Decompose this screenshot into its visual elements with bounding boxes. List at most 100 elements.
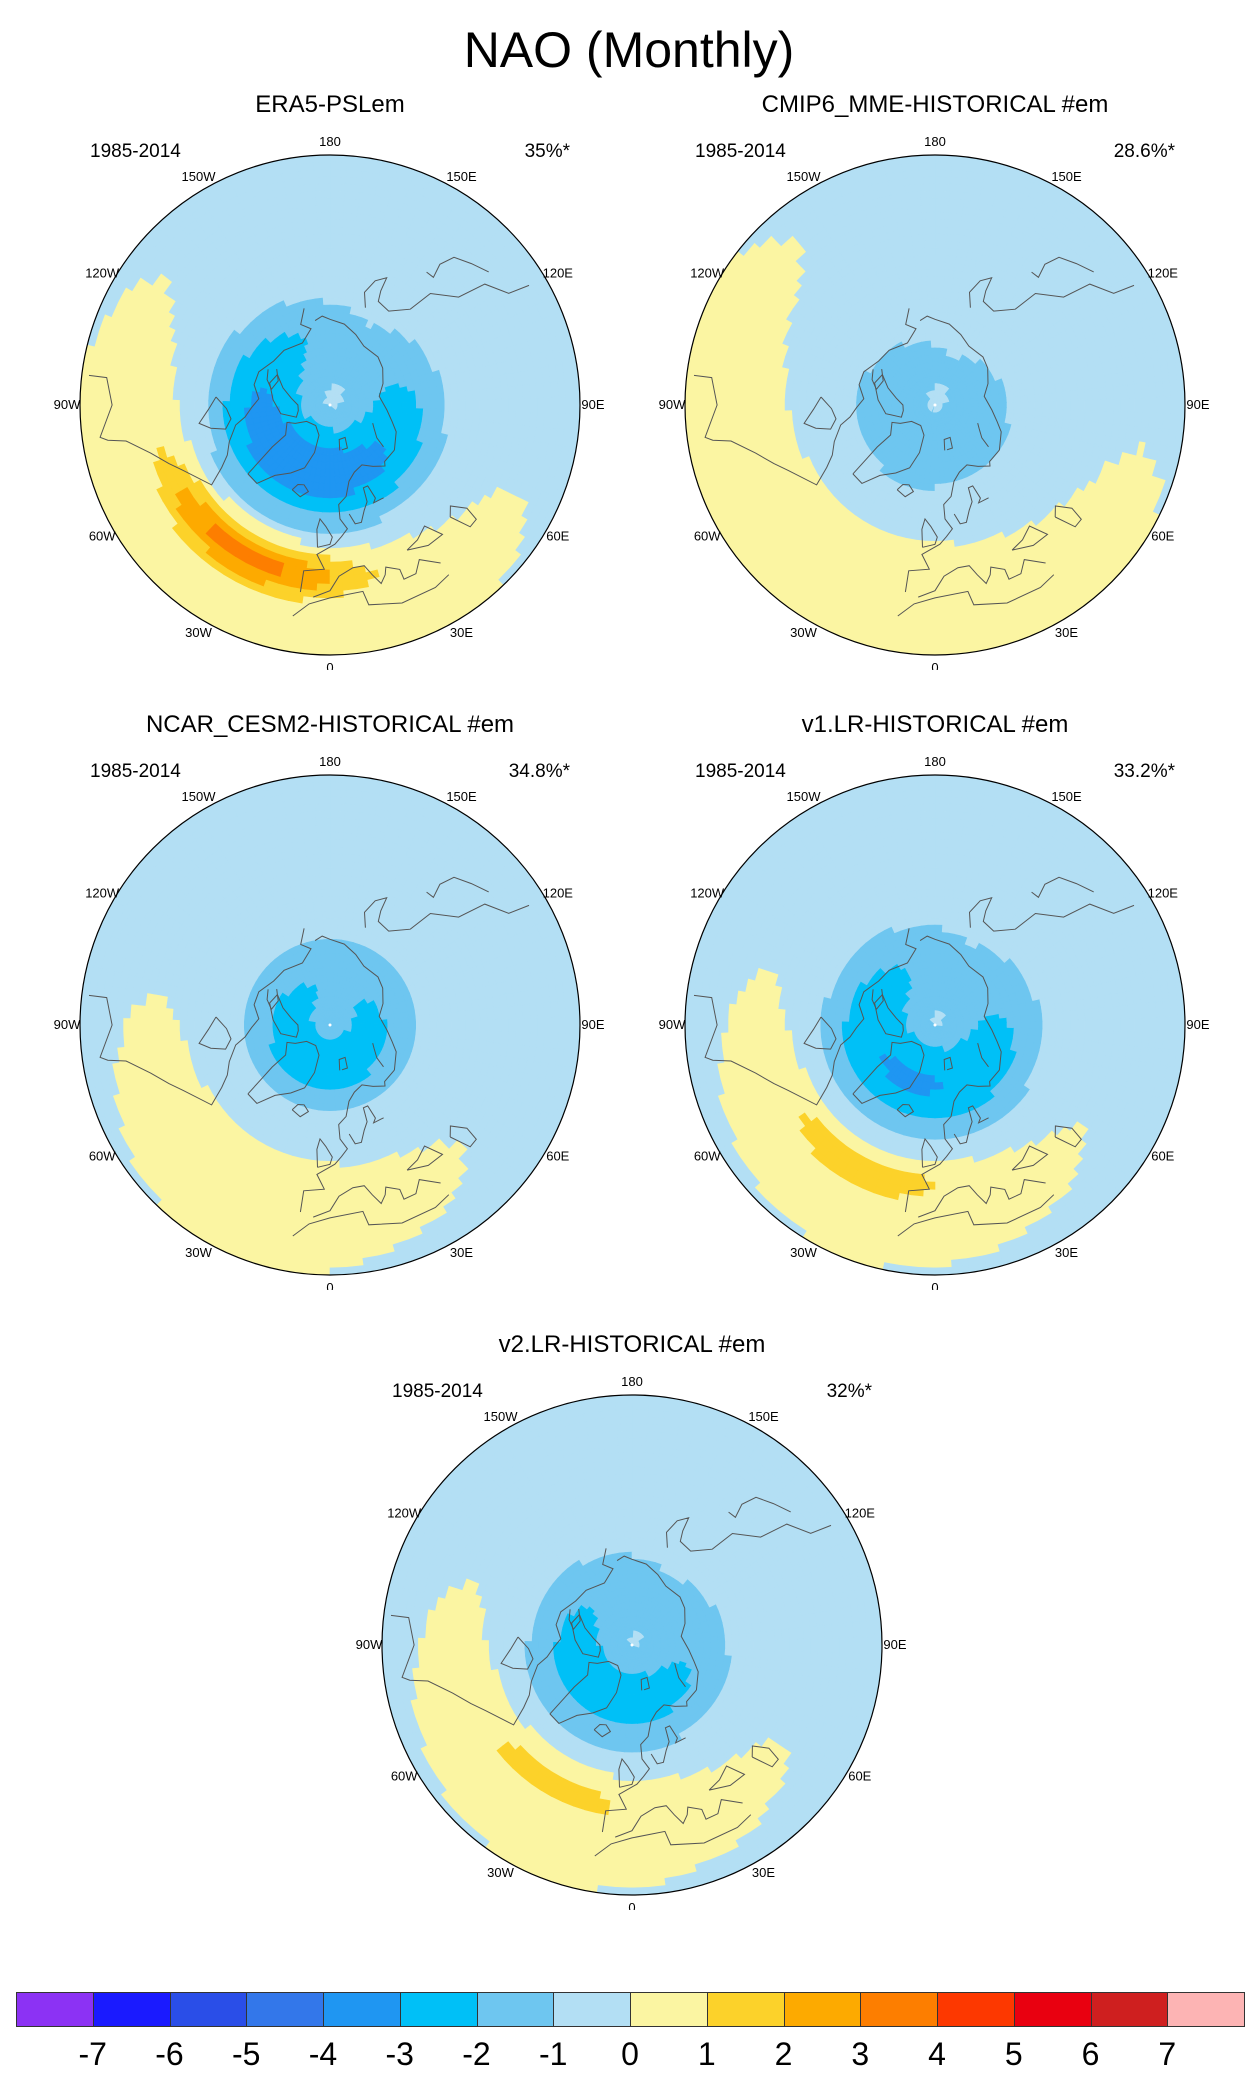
field-cell: [565, 396, 574, 414]
field-cell: [924, 468, 931, 477]
field-cell: [324, 333, 331, 342]
field-cell: [334, 326, 342, 335]
field-cell: [925, 268, 936, 278]
field-cell: [834, 407, 844, 416]
field-cell: [528, 411, 538, 428]
field-cell: [471, 388, 481, 401]
field-cell: [820, 400, 829, 410]
field-cell: [310, 531, 322, 541]
figure-title: NAO (Monthly): [463, 22, 795, 78]
field-cell: [923, 247, 936, 256]
field-cell: [521, 383, 531, 399]
field-cell: [863, 397, 872, 404]
field-cell: [186, 399, 195, 411]
field-cell: [336, 503, 346, 513]
field-cell: [320, 525, 331, 534]
field-cell: [317, 226, 331, 235]
field-cell: [329, 354, 334, 363]
field-cell: [329, 475, 336, 484]
field-cell: [934, 483, 942, 492]
field-cell: [315, 197, 331, 206]
field-cell: [934, 168, 952, 178]
field-cell: [1133, 382, 1143, 399]
field-cell: [329, 247, 342, 256]
field-cell: [329, 490, 337, 499]
field-cell: [485, 387, 495, 400]
field-cell: [1048, 408, 1057, 419]
field-cell: [784, 388, 794, 401]
field-cell: [229, 407, 239, 416]
field-cell: [408, 401, 417, 409]
field-cell: [329, 297, 338, 306]
field-cell: [1076, 388, 1086, 401]
longitude-label: 120E: [543, 266, 574, 281]
field-cell: [549, 412, 559, 430]
field-cell: [1133, 411, 1143, 428]
field-cell: [820, 392, 829, 402]
field-cell: [1091, 398, 1100, 412]
field-cell: [799, 399, 807, 411]
field-cell: [313, 176, 331, 185]
field-cell: [827, 393, 836, 402]
field-cell: [336, 297, 346, 307]
field-cell: [806, 391, 815, 402]
map-panel-era5: ERA5-PSLem 1985-2014 35%* 180 150E 120E 90E…: [50, 90, 610, 670]
field-cell: [515, 397, 524, 413]
field-cell: [919, 503, 929, 513]
field-cell: [934, 197, 950, 206]
field-cell: [934, 161, 953, 171]
field-cell: [1019, 394, 1029, 403]
field-cell: [926, 290, 936, 299]
field-cell: [922, 226, 936, 235]
field-cell: [464, 409, 474, 421]
field-cell: [508, 398, 516, 412]
field-cell: [329, 333, 336, 342]
field-cell: [1105, 410, 1114, 425]
field-cell: [325, 461, 331, 470]
field-cell: [265, 397, 274, 404]
field-cell: [329, 311, 337, 320]
field-cell: [1012, 412, 1021, 421]
field-cell: [934, 204, 950, 213]
field-cell: [1112, 385, 1121, 400]
field-cell: [1119, 384, 1129, 399]
field-cell: [485, 410, 495, 423]
field-cell: [1083, 388, 1093, 401]
field-cell: [436, 400, 445, 410]
field-cell: [486, 398, 495, 412]
field-cell: [208, 408, 217, 419]
field-cell: [849, 389, 858, 398]
field-cell: [321, 290, 331, 299]
field-cell: [1026, 407, 1036, 416]
field-cell: [243, 395, 253, 403]
field-cell: [334, 333, 341, 342]
field-cell: [329, 226, 343, 235]
field-cell: [401, 401, 409, 409]
field-cell: [1177, 395, 1185, 415]
field-cell: [244, 389, 253, 398]
field-cell: [329, 497, 338, 506]
field-cell: [315, 496, 324, 506]
field-cell: [921, 211, 936, 221]
field-cell: [179, 399, 188, 411]
field-cell: [918, 176, 936, 185]
field-cell: [834, 401, 843, 409]
field-cell: [339, 262, 351, 271]
field-cell: [125, 272, 141, 292]
field-cell: [429, 408, 438, 417]
field-cell: [941, 503, 951, 513]
field-cell: [236, 407, 246, 416]
field-cell: [307, 553, 320, 563]
field-cell: [407, 412, 416, 421]
field-cell: [841, 394, 851, 403]
field-cell: [1127, 397, 1136, 413]
field-cell: [1020, 401, 1029, 409]
field-cell: [799, 390, 808, 401]
field-cell: [535, 382, 545, 399]
field-cell: [500, 398, 509, 412]
field-cell: [338, 276, 349, 286]
field-cell: [931, 440, 936, 449]
field-cell: [799, 409, 808, 420]
field-cell: [813, 408, 822, 419]
field-cell: [558, 396, 566, 414]
